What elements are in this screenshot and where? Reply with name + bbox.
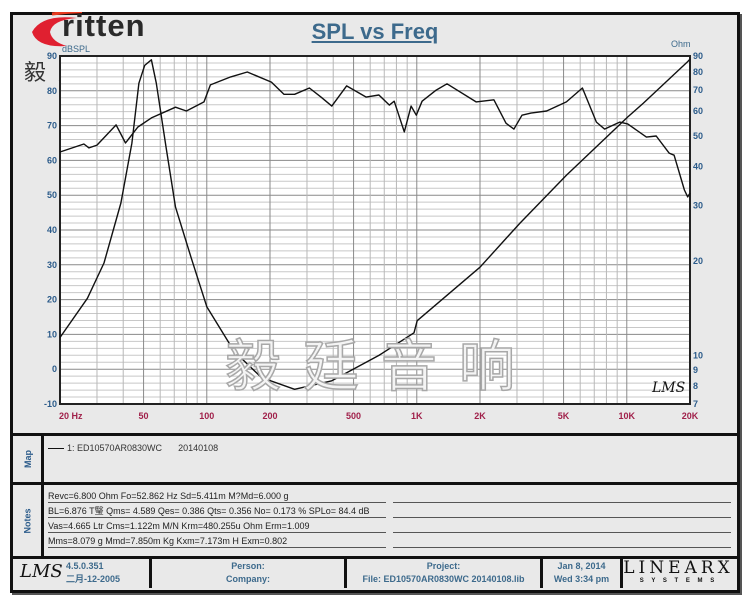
note-blank-line: [393, 490, 731, 503]
watermark: 毅廷音响: [224, 335, 537, 400]
left-tick-label: 40: [47, 225, 57, 235]
legend-line-swatch: [48, 448, 64, 450]
divider: [10, 433, 740, 436]
left-tick-label: 0: [52, 364, 57, 374]
version-info: 4.5.0.351 二月-12-2005: [66, 560, 146, 588]
project-info: Project: File: ED10570AR0830WC 20140108.…: [347, 560, 540, 588]
x-tick-label: 1K: [411, 411, 423, 421]
right-tick-label: 80: [693, 67, 703, 77]
linearx-logo: LINEARX S Y S T E M S: [623, 560, 734, 588]
x-tick-label: 500: [346, 411, 361, 421]
version-number: 4.5.0.351: [66, 561, 104, 571]
right-tick-label: 90: [693, 51, 703, 61]
left-tick-label: 80: [47, 86, 57, 96]
right-axis-unit: Ohm: [671, 39, 691, 49]
right-tick-label: 20: [693, 256, 703, 266]
right-tick-label: 50: [693, 131, 703, 141]
plot-border: [59, 55, 691, 405]
left-axis-unit: dBSPL: [62, 44, 91, 54]
left-tick-label: -10: [44, 399, 57, 409]
left-tick-label: 50: [47, 190, 57, 200]
right-tick-label: 40: [693, 161, 703, 171]
left-tick-label: 10: [47, 329, 57, 339]
person-label: Person:: [231, 561, 265, 571]
note-blank-line: [393, 505, 731, 518]
x-tick-label: 10K: [619, 411, 636, 421]
spl-chart: 9080706050403020100-10908070605040302010…: [44, 51, 703, 421]
x-tick-label: 100: [199, 411, 214, 421]
right-tick-label: 8: [693, 381, 698, 391]
plot-signature: LMS: [652, 380, 686, 396]
x-tick-label: 200: [262, 411, 277, 421]
person-company: Person: Company:: [152, 560, 344, 588]
date: Jan 8, 2014: [557, 561, 606, 571]
x-tick-label: 50: [139, 411, 149, 421]
divider: [149, 557, 152, 588]
map-label: Map: [22, 450, 33, 468]
left-tick-label: 20: [47, 295, 57, 305]
chart-title-text: SPL vs Freq: [311, 19, 439, 44]
project-file: File: ED10570AR0830WC 20140108.lib: [362, 574, 525, 584]
logo-text: ritten: [62, 8, 146, 43]
x-tick-label: 2K: [474, 411, 486, 421]
map-legend-entry: 1: ED10570AR0830WC 20140108: [48, 443, 218, 453]
time: Wed 3:34 pm: [553, 574, 610, 584]
note-line: BL=6.876 T瑿 Qms= 4.589 Qes= 0.386 Qts= 0…: [48, 505, 386, 518]
chart-title: SPL vs Freq: [0, 19, 750, 44]
left-tick-label: 30: [47, 260, 57, 270]
date-time: Jan 8, 2014 Wed 3:34 pm: [543, 560, 620, 588]
linearx-subtext: S Y S T E M S: [639, 578, 718, 584]
legend-entry-name: 1: ED10570AR0830WC: [67, 443, 163, 453]
divider: [620, 557, 623, 588]
divider: [10, 482, 740, 485]
note-line: Mms=8.079 g Mmd=7.850m Kg Kxm=7.173m H E…: [48, 535, 386, 548]
x-tick-label: 20 Hz: [59, 411, 83, 421]
divider: [10, 556, 740, 559]
divider: [344, 557, 347, 588]
right-tick-label: 60: [693, 106, 703, 116]
company-label: Company:: [225, 574, 270, 584]
spl-curve: [59, 71, 691, 198]
right-tick-label: 9: [693, 365, 698, 375]
right-tick-label: 7: [693, 399, 698, 409]
right-tick-label: 30: [693, 201, 703, 211]
right-tick-label: 10: [693, 350, 703, 360]
left-tick-label: 70: [47, 121, 57, 131]
x-tick-label: 20K: [682, 411, 699, 421]
x-tick-label: 5K: [558, 411, 570, 421]
note-blank-line: [393, 535, 731, 548]
note-line: Vas=4.665 Ltr Cms=1.122m M/N Krm=480.255…: [48, 520, 386, 533]
lms-logo: LMS: [20, 561, 63, 582]
linearx-text: LINEARX: [623, 558, 734, 578]
impedance-curve: [59, 58, 691, 390]
divider: [41, 433, 44, 558]
note-line: Revc=6.800 Ohm Fo=52.862 Hz Sd=5.411m M?…: [48, 490, 386, 503]
note-blank-line: [393, 520, 731, 533]
project-label: Project:: [426, 561, 461, 571]
notes-label: Notes: [22, 507, 33, 534]
divider: [540, 557, 543, 588]
left-tick-label: 60: [47, 155, 57, 165]
left-tick-label: 90: [47, 51, 57, 61]
legend-entry-date: 20140108: [178, 443, 219, 453]
right-tick-label: 70: [693, 85, 703, 95]
eritten-logo-swoosh-icon: [32, 12, 82, 47]
build-date: 二月-12-2005: [66, 574, 121, 584]
